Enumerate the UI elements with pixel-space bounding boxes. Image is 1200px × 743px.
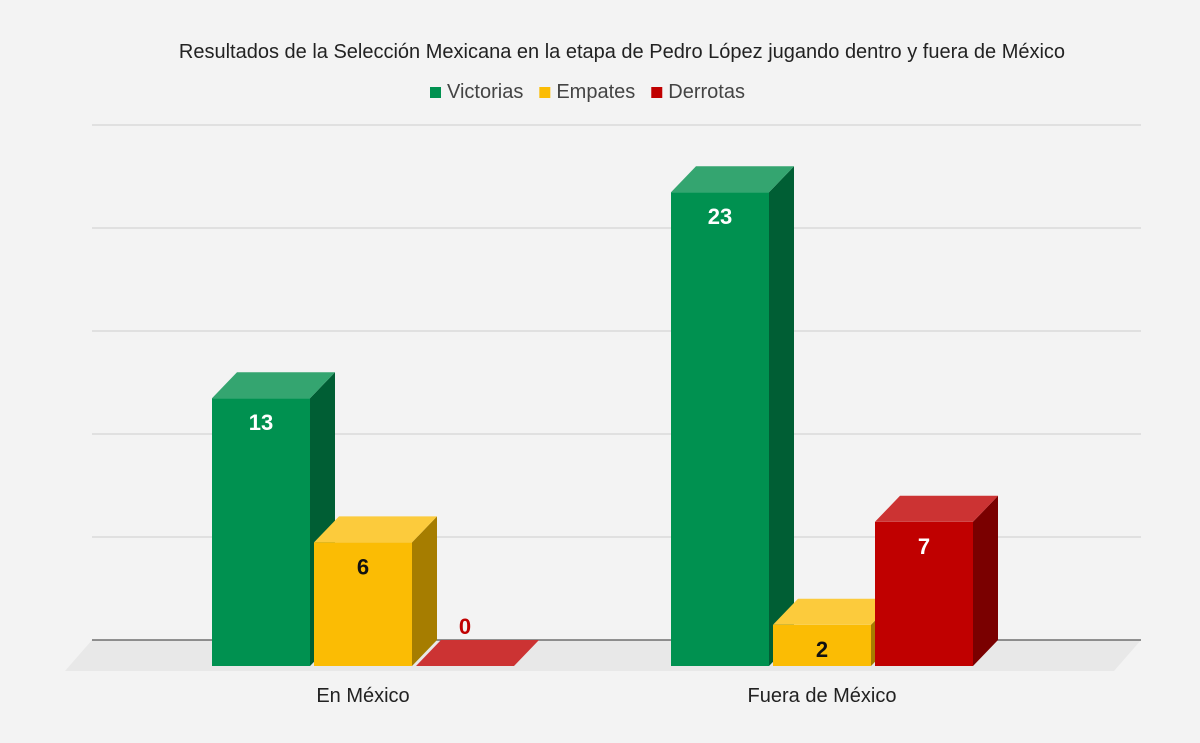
bar-side [769,166,794,666]
category-label-en-mexico: En México [316,685,409,707]
legend-label: Empates [556,81,635,103]
chart-title: Resultados de la Selección Mexicana en l… [179,41,1065,63]
bar-top [875,495,998,522]
legend-label: Victorias [447,81,523,103]
bar-empates-en-mexico [314,516,437,666]
bar-group-en-mexico [212,372,539,666]
legend-swatch [539,87,551,98]
data-labels: 13 6 0 23 2 7 [249,204,930,662]
bar-front [773,624,871,666]
legend-item-victorias: Victorias [430,81,523,103]
data-label-empates-fuera-de-mexico: 2 [816,637,828,662]
data-label-victorias-fuera-de-mexico: 23 [708,204,732,229]
data-label-derrotas-en-mexico: 0 [459,614,471,639]
category-labels: En México Fuera de México [316,685,896,707]
bar-derrotas-fuera-de-mexico [875,495,998,666]
bar-front [671,192,769,666]
bar-top [314,516,437,543]
bar-front [212,398,310,666]
bar-victorias-en-mexico [212,372,335,666]
data-label-empates-en-mexico: 6 [357,554,369,579]
bar-derrotas-en-mexico [416,640,539,666]
bars [212,166,998,666]
bar-front [875,521,973,666]
legend-label: Derrotas [668,81,745,103]
legend-item-empates: Empates [539,81,635,103]
bar-front [314,542,412,666]
bar-top [773,598,896,625]
bar-side [973,495,998,666]
bar-top [212,372,335,399]
bar-top [416,640,539,666]
bar-side [412,516,437,666]
bar-victorias-fuera-de-mexico [671,166,794,666]
legend-swatch [651,87,663,98]
category-label-fuera-de-mexico: Fuera de México [748,685,897,707]
data-label-victorias-en-mexico: 13 [249,410,273,435]
legend: Victorias Empates Derrotas [430,81,745,103]
bar-group-fuera-de-mexico [671,166,998,666]
data-label-derrotas-fuera-de-mexico: 7 [918,534,930,559]
legend-swatch [430,87,441,98]
bar-top [671,166,794,193]
legend-item-derrotas: Derrotas [651,81,745,103]
